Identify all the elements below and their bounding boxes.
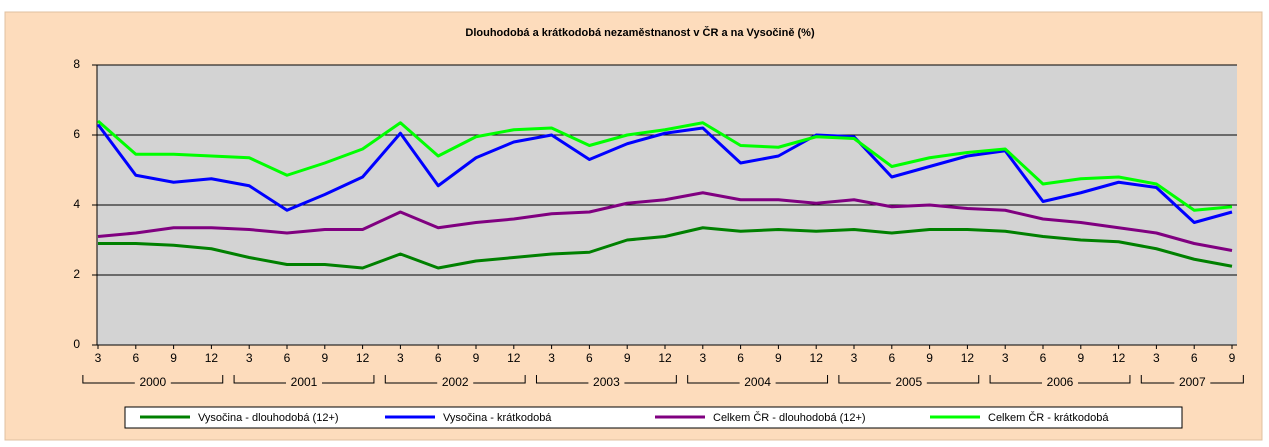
x-tick-label: 3 xyxy=(397,351,404,365)
group-label: 2005 xyxy=(895,375,922,389)
group-label-bg xyxy=(286,376,323,390)
x-tick-label: 6 xyxy=(132,351,139,365)
x-tick-label: 6 xyxy=(435,351,442,365)
x-tick-label: 9 xyxy=(1077,351,1084,365)
x-tick-label: 9 xyxy=(170,351,177,365)
x-tick-label: 3 xyxy=(246,351,253,365)
chart-title: Dlouhodobá a krátkodobá nezaměstnanost v… xyxy=(465,26,815,39)
x-tick-label: 6 xyxy=(284,351,291,365)
x-tick-label: 6 xyxy=(888,351,895,365)
legend xyxy=(124,406,1183,429)
group-label: 2002 xyxy=(442,375,469,389)
x-tick-label: 9 xyxy=(321,351,328,365)
x-tick-label: 12 xyxy=(356,351,370,365)
group-label-bg xyxy=(890,376,927,390)
y-tick-label: 6 xyxy=(73,127,80,141)
x-tick-label: 12 xyxy=(1112,351,1126,365)
x-tick-label: 12 xyxy=(507,351,521,365)
group-label: 2000 xyxy=(139,375,166,389)
group-label: 2004 xyxy=(744,375,771,389)
x-tick-label: 6 xyxy=(1191,351,1198,365)
x-tick-label: 12 xyxy=(961,351,975,365)
y-tick-label: 0 xyxy=(73,337,80,351)
x-tick-label: 9 xyxy=(926,351,933,365)
series-line xyxy=(97,191,1233,252)
group-label-bg xyxy=(1042,376,1079,390)
x-tick-label: 12 xyxy=(205,351,219,365)
x-tick-label: 9 xyxy=(775,351,782,365)
x-tick-label: 6 xyxy=(1040,351,1047,365)
legend-label: Celkem ČR - krátkodobá xyxy=(988,411,1109,424)
y-tick-label: 2 xyxy=(73,267,80,281)
series-line xyxy=(96,123,1233,224)
x-tick-label: 3 xyxy=(1153,351,1160,365)
y-tick-label: 8 xyxy=(73,57,80,71)
x-tick-label: 3 xyxy=(1002,351,1009,365)
x-tick-label: 3 xyxy=(699,351,706,365)
x-tick-label: 6 xyxy=(586,351,593,365)
x-tick-label: 3 xyxy=(95,351,102,365)
legend-label: Vysočina - dlouhodobá (12+) xyxy=(198,412,339,424)
group-label: 2006 xyxy=(1047,375,1074,389)
legend-label: Vysočina - krátkodobá xyxy=(443,412,552,424)
x-tick-label: 9 xyxy=(624,351,631,365)
group-label-bg xyxy=(437,376,474,390)
group-label: 2007 xyxy=(1179,375,1206,389)
x-tick-label: 12 xyxy=(658,351,672,365)
x-tick-label: 12 xyxy=(810,351,824,365)
x-tick-label: 3 xyxy=(548,351,555,365)
series-line xyxy=(98,226,1233,270)
group-label: 2003 xyxy=(593,375,620,389)
series-line xyxy=(97,119,1233,212)
group-label-bg xyxy=(588,376,625,390)
group-label-bg xyxy=(739,376,776,390)
group-label-bg xyxy=(134,376,171,390)
x-tick-label: 9 xyxy=(473,351,480,365)
legend-label: Celkem ČR - dlouhodobá (12+) xyxy=(713,411,866,424)
group-label-bg xyxy=(1174,376,1211,390)
x-tick-label: 6 xyxy=(737,351,744,365)
x-tick-label: 9 xyxy=(1229,351,1236,365)
group-label: 2001 xyxy=(291,375,318,389)
x-tick-label: 3 xyxy=(851,351,858,365)
y-tick-label: 4 xyxy=(73,197,80,211)
